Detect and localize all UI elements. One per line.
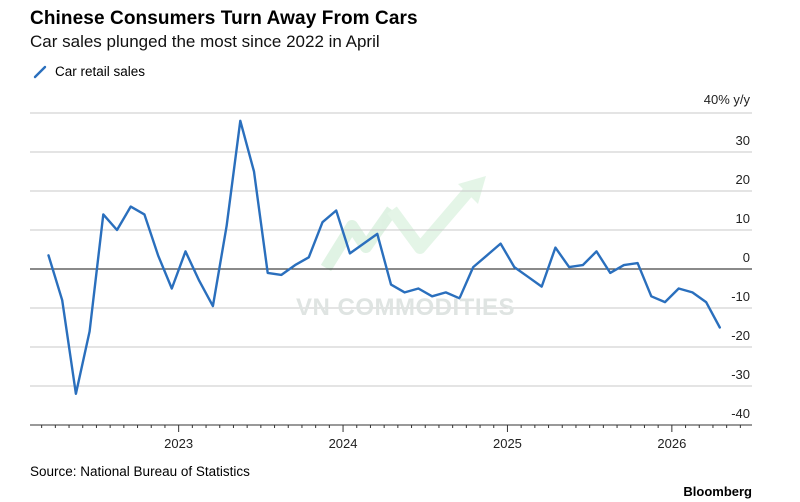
x-tick-label: 2024: [329, 436, 358, 451]
x-axis-ticks: 2023 2024 2025 2026: [30, 424, 752, 451]
legend: Car retail sales: [33, 64, 145, 79]
legend-line-icon: [33, 65, 47, 78]
x-tick-label: 2023: [164, 436, 193, 451]
y-tick-label: 40% y/y: [704, 92, 751, 107]
y-tick-label: 10: [736, 211, 750, 226]
y-tick-label: -30: [731, 367, 750, 382]
series-line-car-retail-sales: [47, 119, 721, 395]
legend-label: Car retail sales: [55, 64, 146, 79]
series-layer: [47, 119, 721, 395]
x-tick-label: 2026: [657, 436, 686, 451]
brand-logo: Bloomberg: [683, 484, 752, 499]
y-tick-label: -10: [731, 289, 750, 304]
watermark-logo: [320, 176, 486, 272]
y-tick-label: 20: [736, 172, 750, 187]
y-axis-ticks: 40% y/y 30 20 10 0 -10 -20 -30 -40: [704, 92, 751, 421]
source-note: Source: National Bureau of Statistics: [30, 464, 250, 479]
y-tick-label: -40: [731, 406, 750, 421]
watermark-text: VN COMMODITIES: [296, 294, 516, 321]
chart-subtitle: Car sales plunged the most since 2022 in…: [30, 32, 380, 51]
chart-title: Chinese Consumers Turn Away From Cars: [30, 8, 418, 29]
y-tick-label: 0: [743, 250, 750, 265]
grid: [30, 112, 752, 426]
y-tick-label: -20: [731, 328, 750, 343]
x-tick-label: 2025: [493, 436, 522, 451]
y-tick-label: 30: [736, 133, 750, 148]
